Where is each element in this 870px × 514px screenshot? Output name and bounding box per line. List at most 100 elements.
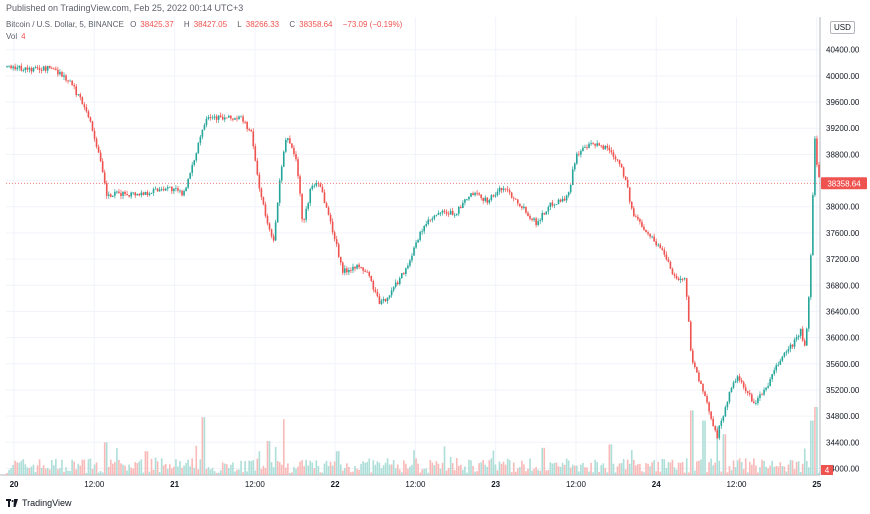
time-tick-label: 12:00 <box>405 480 426 489</box>
time-tick-label: 12:00 <box>566 480 587 489</box>
volume-bar <box>588 471 590 475</box>
volume-bar <box>376 461 379 475</box>
volume-bar <box>234 471 236 475</box>
candle-body <box>537 221 539 225</box>
candle-body <box>553 204 556 206</box>
candle-body <box>358 264 360 268</box>
candle-body <box>681 278 684 280</box>
volume-bar <box>663 459 666 475</box>
candle-body <box>270 229 273 237</box>
candle-body <box>649 233 651 237</box>
volume-bar <box>171 468 173 475</box>
candle-body <box>386 297 389 302</box>
candle-body <box>232 118 234 120</box>
candle-body <box>352 266 354 271</box>
volume-bar <box>781 465 784 475</box>
candle-body <box>370 275 373 282</box>
candle-body <box>547 206 550 212</box>
volume-bar <box>779 462 782 475</box>
volume-bar <box>775 466 778 475</box>
candle-body <box>256 160 259 175</box>
price-change: −73.09 (−0.19%) <box>342 20 403 29</box>
volume-bar <box>687 472 690 475</box>
candle-body <box>124 191 126 195</box>
volume-bar <box>331 465 334 475</box>
candle-body <box>20 65 23 71</box>
volume-bar <box>667 462 670 475</box>
candle-body <box>262 197 265 205</box>
candle-body <box>382 298 385 301</box>
candle-body <box>246 121 248 130</box>
candle-body <box>779 360 782 365</box>
candle-body <box>311 185 314 189</box>
volume-bar <box>600 465 603 475</box>
volume-bar <box>730 470 733 475</box>
candle-body <box>228 115 230 118</box>
candle-body <box>114 191 116 196</box>
volume-bar <box>626 459 629 475</box>
volume-bar <box>99 471 102 475</box>
candle-body <box>667 259 670 262</box>
candle-body <box>203 125 206 130</box>
candle-body <box>122 191 124 196</box>
candle-body <box>439 212 442 214</box>
candle-body <box>773 370 776 375</box>
candle-body <box>769 379 771 386</box>
candle-body <box>714 426 717 431</box>
volume-bar <box>91 468 94 475</box>
candle-body <box>512 197 515 199</box>
volume-bar <box>368 458 371 475</box>
volume-bar <box>435 461 438 475</box>
volume-bar <box>669 462 672 475</box>
volume-bar <box>22 459 25 475</box>
volume-bar <box>647 463 649 475</box>
candle-body <box>647 232 649 234</box>
candle-body <box>388 295 391 298</box>
volume-bar <box>748 461 751 475</box>
volume-bar <box>628 463 631 475</box>
candle-body <box>136 193 139 196</box>
candle-body <box>651 236 653 238</box>
volume-bar <box>193 467 196 475</box>
candle-body <box>612 152 615 157</box>
volume-bar <box>175 459 177 475</box>
candle-body <box>590 143 592 145</box>
volume-bar <box>427 472 430 475</box>
volume-bar <box>396 464 399 475</box>
volume-bar <box>498 461 501 475</box>
time-tick-label: 20 <box>10 480 19 489</box>
volume-bar <box>107 467 110 475</box>
currency-button[interactable]: USD <box>830 21 855 34</box>
candle-body <box>777 364 780 366</box>
candle-body <box>238 116 240 119</box>
volume-bar <box>162 465 165 475</box>
volume-bar <box>203 417 206 475</box>
candle-body <box>67 80 69 82</box>
volume-bar <box>132 468 135 475</box>
candle-body <box>523 206 525 209</box>
candle-body <box>346 268 348 273</box>
candle-body <box>602 145 605 150</box>
candle-body <box>551 202 554 206</box>
volume-bar <box>187 459 189 475</box>
volume-tag <box>821 465 833 475</box>
volume-bar <box>777 466 780 475</box>
volume-bar <box>649 466 651 475</box>
candle-body <box>785 351 788 353</box>
volume-bar <box>311 462 314 475</box>
candle-body <box>77 94 80 95</box>
candle-body <box>460 206 462 209</box>
candle-body <box>763 389 765 395</box>
candle-body <box>101 161 104 173</box>
volume-bar <box>685 458 688 475</box>
candle-body <box>486 197 489 203</box>
volume-bar <box>453 470 456 475</box>
volume-bar <box>439 468 442 475</box>
candle-body <box>223 117 226 120</box>
volume-bar <box>87 459 90 475</box>
tradingview-footer[interactable]: TradingView <box>6 498 72 508</box>
candle-body <box>451 210 454 215</box>
volume-bar <box>578 471 580 475</box>
ohlc-open: O 38425.37 <box>130 20 174 29</box>
